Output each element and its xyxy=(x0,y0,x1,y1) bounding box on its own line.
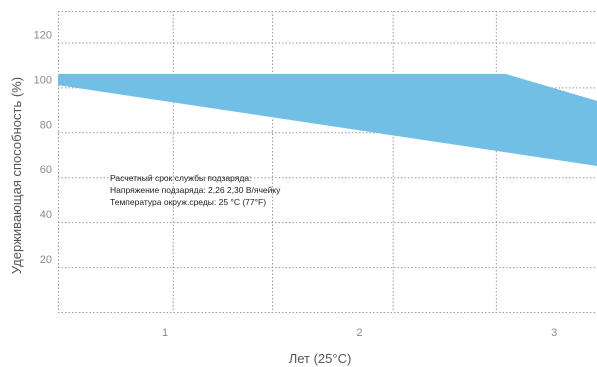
grid xyxy=(58,11,597,313)
x-tick-labels: 1 2 3 xyxy=(162,327,557,339)
x-tick-2: 2 xyxy=(357,327,363,339)
y-tick-labels: 20 40 60 80 100 120 xyxy=(34,29,52,266)
y-tick-120: 120 xyxy=(34,29,52,41)
annotation-line-2: Напряжение подзаряда: 2,26 2,30 В/ячейку xyxy=(110,185,281,195)
x-tick-3: 3 xyxy=(551,327,557,339)
annotation-block: Расчетный срок службы подзаряда: Напряже… xyxy=(110,173,281,207)
annotation-line-3: Температура окруж.среды: 25 °C (77°F) xyxy=(110,197,266,207)
x-axis-label: Лет (25°C) xyxy=(289,351,352,366)
retention-band xyxy=(58,73,597,166)
y-tick-100: 100 xyxy=(34,74,52,86)
y-tick-20: 20 xyxy=(40,254,52,266)
y-tick-40: 40 xyxy=(40,209,52,221)
y-tick-60: 60 xyxy=(40,164,52,176)
annotation-line-1: Расчетный срок службы подзаряда: xyxy=(110,173,251,183)
y-tick-80: 80 xyxy=(40,119,52,131)
y-axis-label: Удерживающая способность (%) xyxy=(9,77,24,274)
x-tick-1: 1 xyxy=(162,327,168,339)
